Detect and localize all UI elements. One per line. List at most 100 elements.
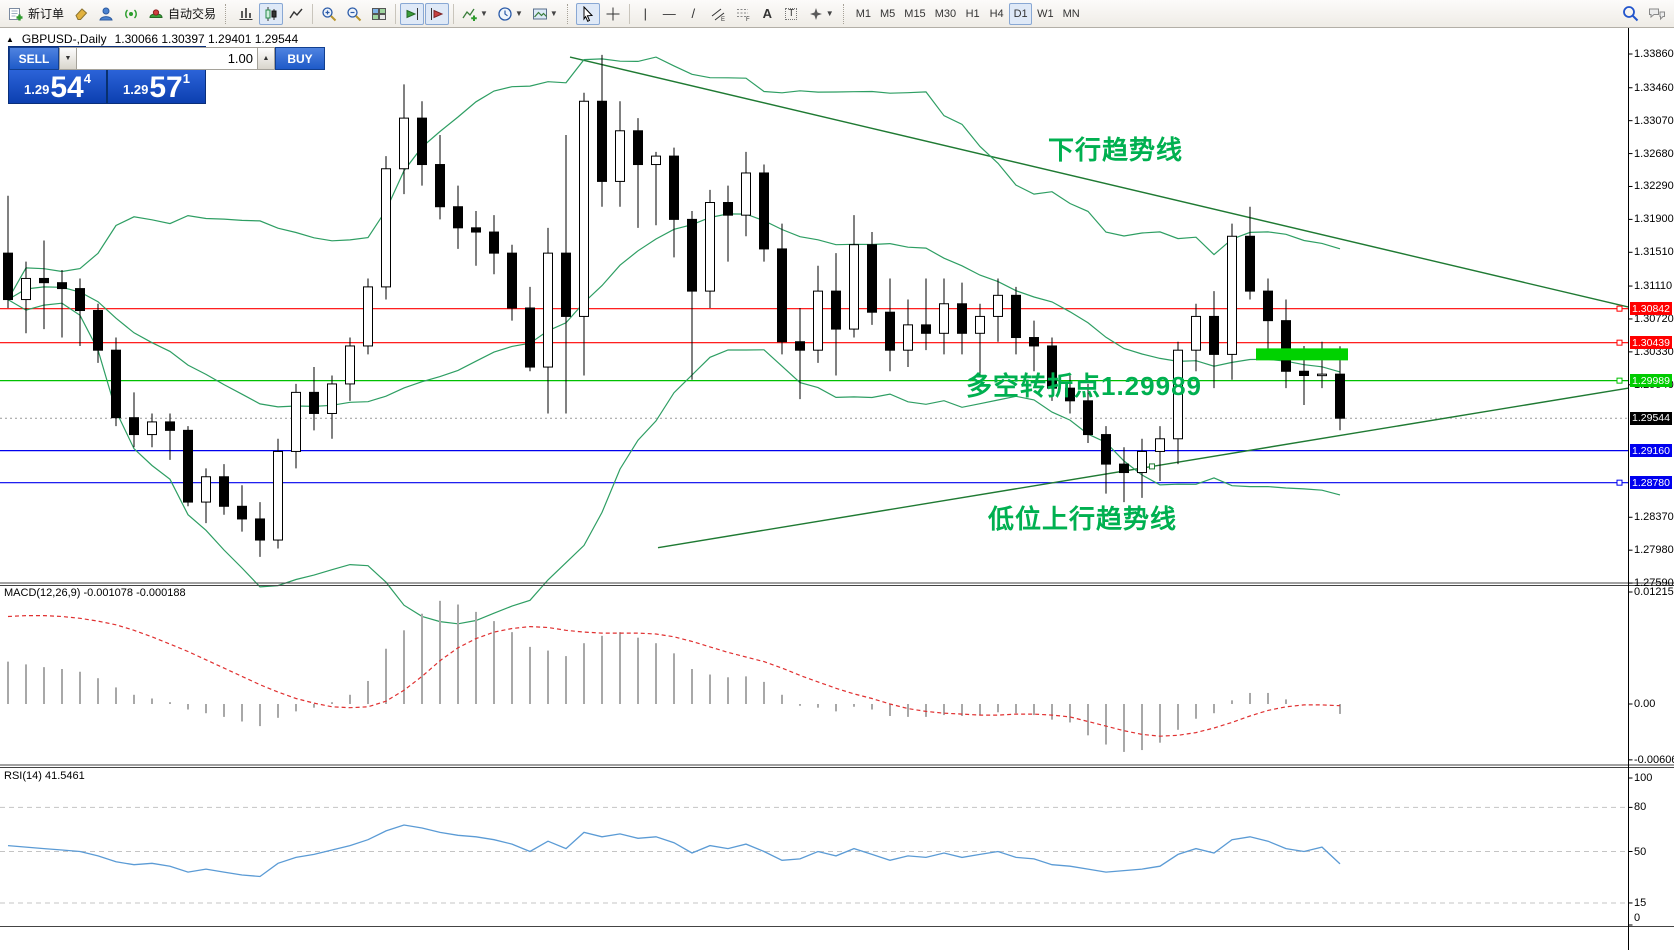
sell-button[interactable]: SELL (9, 47, 59, 70)
channel-tool-button[interactable]: E (706, 3, 730, 25)
candle (309, 391, 319, 414)
trendline-tool-button[interactable]: / (682, 3, 705, 25)
candle (939, 303, 949, 334)
candle (111, 349, 121, 419)
crosshair-tool-button[interactable] (601, 3, 625, 25)
candle (1137, 450, 1147, 474)
zoom-in-button[interactable] (317, 3, 341, 25)
arrows-tool-button[interactable]: ▼ (804, 3, 838, 25)
candle (1155, 438, 1165, 452)
new-order-icon (9, 7, 23, 20)
horizontal-line-tool-button[interactable]: — (658, 3, 681, 25)
zoom-in-icon (322, 6, 337, 21)
candle (1317, 373, 1327, 377)
buy-price-tile[interactable]: 1.29 57 1 (108, 70, 205, 103)
vertical-line-tool-button[interactable]: | (634, 3, 657, 25)
candle (75, 288, 85, 312)
zoom-out-icon (347, 6, 362, 21)
candle (1101, 434, 1111, 465)
auto-trading-button[interactable]: 自动交易 (144, 3, 220, 25)
candle (723, 202, 733, 216)
candle (903, 324, 913, 351)
candle (507, 252, 517, 309)
candle (255, 518, 265, 541)
candle (183, 429, 193, 503)
indicators-button[interactable]: ▼ (458, 3, 492, 25)
tile-windows-icon (372, 7, 387, 20)
line-chart-mode-button[interactable] (284, 3, 308, 25)
down-trendline[interactable] (569, 56, 1629, 308)
volume-input[interactable] (77, 47, 257, 70)
annotation-up-trendline[interactable]: 低位上行趋势线 (988, 504, 1178, 534)
volume-increase-button[interactable]: ▲ (257, 47, 275, 70)
annotation-down-trendline[interactable]: 下行趋势线 (1048, 135, 1184, 165)
timeframe-button-MN[interactable]: MN (1062, 7, 1080, 20)
toolbar-grip (842, 3, 847, 24)
candle (525, 307, 535, 368)
zoom-out-button[interactable] (342, 3, 366, 25)
line-handle[interactable] (1616, 479, 1623, 486)
bar-chart-mode-button[interactable] (234, 3, 258, 25)
periods-button[interactable]: ▼ (493, 3, 527, 25)
candlestick-mode-button[interactable] (259, 2, 284, 25)
timeframe-button-M30[interactable]: M30 (934, 7, 957, 20)
sell-price-sup: 4 (83, 71, 91, 86)
volume-decrease-button[interactable]: ▼ (59, 47, 77, 70)
timeframe-button-M5[interactable]: M5 (880, 7, 896, 20)
candle (1173, 349, 1183, 440)
candle (39, 277, 49, 284)
tile-windows-button[interactable] (367, 3, 391, 25)
timeframe-button-H1[interactable]: H1 (965, 7, 980, 20)
chat-icon (1649, 8, 1665, 20)
search-button[interactable] (1618, 3, 1643, 25)
trendline-handle[interactable] (1149, 463, 1155, 470)
sell-price-small: 1.29 (24, 82, 50, 97)
candle (651, 155, 661, 166)
candle (381, 168, 391, 288)
eraser-button[interactable] (69, 3, 93, 25)
toolbar-separator (628, 3, 630, 24)
trendline-icon: / (691, 6, 696, 21)
timeframe-button-H4[interactable]: H4 (989, 7, 1004, 20)
candle (669, 155, 679, 220)
volume-stepper: ▼ ▲ (59, 47, 275, 70)
buy-button[interactable]: BUY (275, 47, 325, 70)
profile-button[interactable] (94, 3, 118, 25)
timeframe-button-W1[interactable]: W1 (1037, 7, 1054, 20)
rsi-indicator-label: RSI(14) 41.5461 (4, 770, 85, 782)
symbol-period-label: GBPUSD-,Daily (21, 32, 107, 46)
timeframe-button-D1[interactable]: D1 (1009, 2, 1033, 25)
timeframe-button-M1[interactable]: M1 (855, 7, 871, 20)
line-handle[interactable] (1616, 305, 1623, 312)
sell-price-big: 54 (50, 71, 84, 104)
signal-button[interactable] (119, 3, 143, 25)
chevron-down-icon: ▼ (480, 9, 488, 18)
chart-shift-button[interactable] (425, 2, 450, 25)
cursor-tool-button[interactable] (575, 2, 600, 25)
new-order-button[interactable]: 新订单 (4, 3, 68, 25)
buy-price-sup: 1 (182, 71, 190, 86)
timeframe-button-M15[interactable]: M15 (904, 7, 926, 20)
templates-button[interactable]: ▼ (528, 3, 562, 25)
text-icon: A (762, 6, 772, 21)
sell-price-tile[interactable]: 1.29 54 4 (9, 70, 106, 103)
chat-button[interactable] (1644, 3, 1670, 25)
line-handle[interactable] (1616, 377, 1623, 384)
candle (219, 476, 229, 507)
line-handle[interactable] (1616, 339, 1623, 346)
candle (795, 341, 805, 351)
crosshair-icon (606, 7, 620, 20)
candlestick-icon (265, 6, 277, 21)
trade-panel-prices: 1.29 54 4 1.29 57 1 (9, 70, 205, 103)
candle (327, 383, 337, 414)
auto-scroll-button[interactable] (400, 2, 425, 25)
candle (93, 310, 103, 351)
collapse-panel-icon[interactable]: ▲ (6, 34, 14, 44)
candle (399, 117, 409, 170)
annotation-pivot-point[interactable]: 多空转折点1.29989 (966, 371, 1202, 401)
text-tool-button[interactable]: A (756, 3, 779, 25)
text-label-tool-button[interactable]: T (780, 3, 803, 25)
fibonacci-tool-button[interactable]: F (731, 3, 755, 25)
profile-icon (99, 7, 113, 20)
candle (57, 282, 67, 290)
